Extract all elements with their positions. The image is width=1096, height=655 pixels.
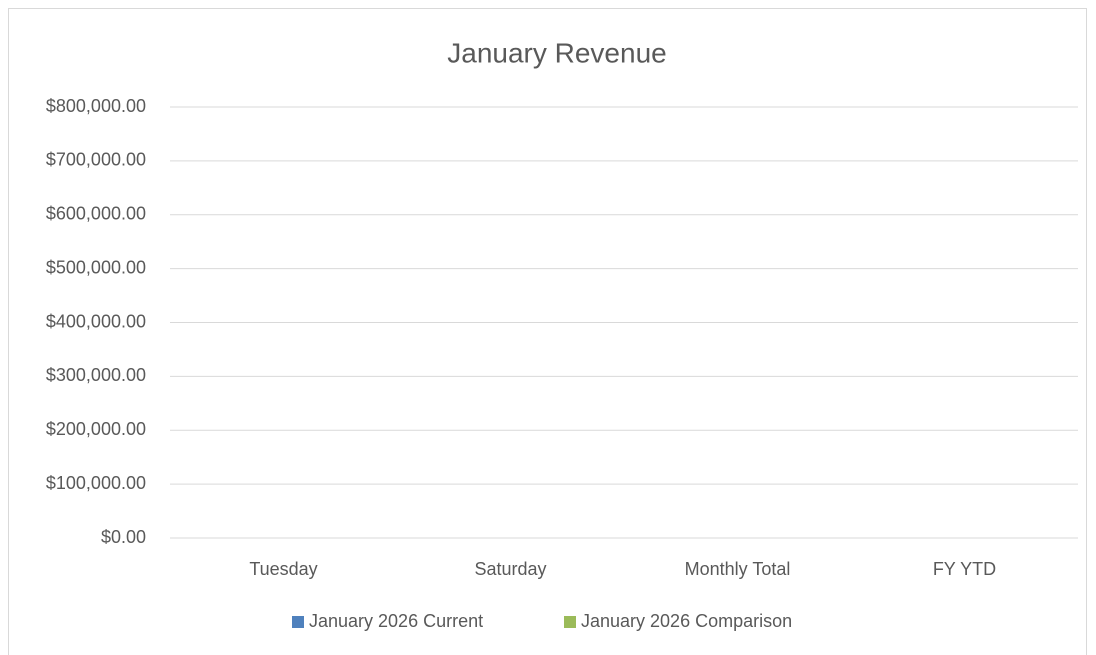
chart-title: January Revenue — [447, 37, 666, 68]
x-tick-label: FY YTD — [933, 559, 996, 579]
x-tick-label: Saturday — [474, 559, 546, 579]
y-tick-label: $700,000.00 — [46, 150, 146, 170]
y-tick-label: $400,000.00 — [46, 311, 146, 331]
y-tick-label: $0.00 — [101, 527, 146, 547]
legend-label: January 2026 Current — [309, 611, 483, 631]
y-tick-label: $500,000.00 — [46, 257, 146, 277]
chart-border — [8, 8, 1087, 655]
y-tick-label: $300,000.00 — [46, 365, 146, 385]
y-tick-label: $200,000.00 — [46, 419, 146, 439]
legend-swatch — [292, 616, 304, 628]
y-tick-label: $100,000.00 — [46, 473, 146, 493]
y-tick-label: $800,000.00 — [46, 96, 146, 116]
y-tick-label: $600,000.00 — [46, 204, 146, 224]
legend-label: January 2026 Comparison — [581, 611, 792, 631]
x-tick-label: Monthly Total — [685, 559, 791, 579]
x-tick-label: Tuesday — [249, 559, 317, 579]
legend-swatch — [564, 616, 576, 628]
